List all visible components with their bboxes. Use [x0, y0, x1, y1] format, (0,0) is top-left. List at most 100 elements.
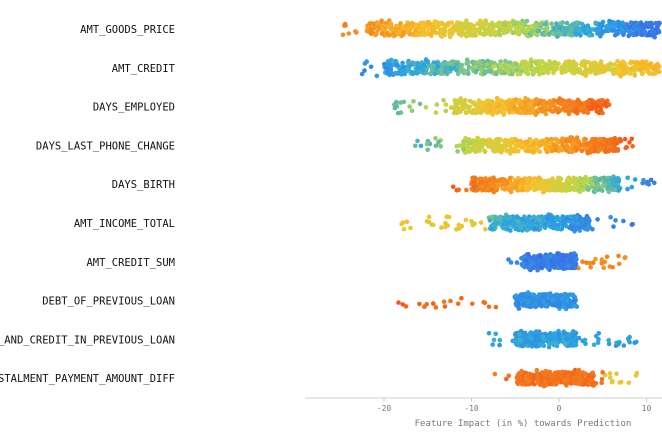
data-point [415, 64, 421, 70]
data-point [569, 27, 574, 32]
data-point [493, 304, 499, 310]
data-point [374, 73, 380, 79]
data-point [609, 24, 614, 29]
data-point [593, 188, 598, 193]
data-point [474, 108, 480, 114]
data-point [607, 375, 613, 380]
data-point [601, 139, 606, 145]
data-point [466, 71, 471, 77]
data-point [462, 150, 468, 155]
data-point [570, 142, 575, 147]
data-point [394, 23, 399, 29]
data-point [610, 28, 615, 33]
data-point [542, 105, 548, 110]
data-point [622, 255, 628, 261]
data-point [612, 62, 617, 67]
data-point [614, 371, 619, 377]
data-point [523, 258, 529, 263]
data-point [606, 189, 612, 195]
data-point [601, 175, 606, 181]
data-point [542, 225, 548, 231]
data-point [409, 25, 414, 30]
data-point [627, 25, 633, 31]
data-point [399, 221, 404, 227]
data-point [517, 332, 522, 337]
data-point [394, 103, 400, 109]
data-point [551, 259, 557, 265]
data-point [587, 26, 593, 32]
data-point [373, 32, 378, 38]
data-point [540, 381, 545, 387]
data-point [535, 376, 541, 382]
data-point [470, 222, 476, 228]
data-point [472, 59, 478, 65]
data-point [469, 110, 475, 116]
data-point [396, 70, 401, 76]
data-point [640, 60, 646, 66]
data-point [519, 342, 525, 348]
data-point [531, 108, 536, 113]
data-point [495, 109, 500, 115]
data-point [600, 370, 605, 375]
data-point [502, 138, 508, 144]
data-point [554, 21, 559, 26]
x-axis-ticks: -20 -10 0 10 [377, 398, 651, 413]
data-point [525, 301, 530, 306]
data-point [576, 265, 581, 271]
data-point [479, 184, 485, 189]
data-point [445, 223, 451, 228]
data-point [559, 67, 564, 73]
data-point [482, 148, 487, 154]
data-point [426, 26, 432, 32]
data-point [558, 101, 564, 107]
data-point [528, 259, 533, 265]
data-point [541, 180, 547, 186]
data-point [463, 217, 469, 223]
data-point [463, 23, 469, 29]
data-point [559, 379, 564, 385]
data-point [627, 29, 633, 34]
data-point [580, 187, 585, 193]
data-point [528, 57, 534, 62]
data-point [489, 141, 495, 147]
data-point [570, 64, 576, 70]
data-point [621, 32, 626, 38]
data-point [566, 98, 571, 104]
data-point [473, 138, 479, 144]
data-point [463, 136, 468, 141]
data-point [582, 337, 588, 343]
data-point [627, 140, 632, 145]
data-point [433, 136, 438, 141]
data-point [607, 371, 613, 376]
data-point [587, 32, 592, 38]
data-point [497, 28, 503, 33]
data-point [424, 141, 430, 147]
data-point [564, 20, 570, 26]
data-point [535, 267, 540, 273]
data-point [555, 226, 561, 232]
data-point [555, 109, 561, 115]
data-point [433, 305, 439, 310]
data-point [533, 338, 538, 344]
data-point [477, 31, 483, 36]
data-point [616, 261, 622, 267]
feature-label: DAYS_EMPLOYED [93, 102, 175, 114]
data-point [553, 147, 559, 153]
data-point [456, 187, 462, 192]
data-point [657, 20, 662, 26]
data-point [637, 61, 642, 66]
data-point [610, 379, 615, 384]
data-point [646, 182, 652, 187]
data-point [537, 217, 542, 223]
data-point [493, 331, 499, 337]
data-point [580, 179, 586, 184]
data-point [496, 67, 502, 73]
data-point [475, 21, 480, 27]
data-point [478, 220, 484, 225]
data-point [521, 180, 526, 186]
data-point [541, 258, 547, 263]
data-point [523, 95, 528, 101]
data-point [543, 302, 548, 308]
data-point [570, 371, 575, 377]
data-point [574, 215, 579, 220]
